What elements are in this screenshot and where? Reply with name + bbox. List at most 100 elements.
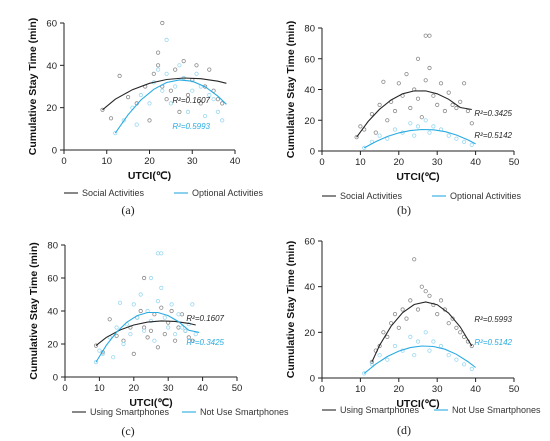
- legend-label: Optional Activities: [192, 188, 264, 198]
- legend-label: Not Use Smartphones: [200, 407, 289, 417]
- data-point: [203, 114, 208, 119]
- data-point: [186, 335, 191, 340]
- y-tick-label: 60: [47, 274, 58, 285]
- data-point: [185, 92, 191, 98]
- legend-label: Not Use Smartphones: [452, 405, 541, 415]
- fit-curve-2: [114, 79, 227, 134]
- data-point: [446, 133, 451, 138]
- r-squared-label-1: R²=0.1607: [172, 96, 210, 105]
- data-point: [156, 67, 161, 72]
- legend-label: Using Smartphones: [340, 405, 420, 415]
- data-point: [117, 73, 122, 79]
- data-point: [408, 334, 413, 339]
- data-point: [454, 136, 459, 141]
- data-point: [160, 88, 165, 93]
- data-point: [173, 331, 178, 337]
- r-squared-label-1: R²=0.3425: [474, 109, 512, 118]
- data-point: [461, 81, 467, 86]
- data-point: [134, 122, 139, 127]
- data-point: [198, 101, 203, 106]
- x-tick-label: 20: [394, 384, 405, 395]
- data-point: [373, 130, 378, 135]
- data-point: [408, 298, 413, 303]
- data-point: [164, 71, 169, 76]
- data-point: [461, 139, 467, 144]
- data-point: [111, 355, 116, 360]
- data-point: [193, 331, 198, 337]
- data-point: [431, 339, 436, 344]
- x-tick-label: 30: [163, 383, 174, 394]
- data-point: [442, 108, 447, 114]
- x-tick-label: 40: [470, 157, 481, 168]
- y-tick-label: 40: [304, 282, 315, 293]
- data-point: [151, 71, 156, 76]
- y-tick-label: 80: [304, 24, 315, 35]
- y-tick-label: 40: [47, 307, 58, 318]
- data-point: [147, 101, 152, 106]
- data-point: [392, 343, 398, 349]
- data-point: [142, 275, 147, 281]
- r-squared-label-1: R²=0.1607: [186, 314, 224, 323]
- data-point: [173, 84, 178, 89]
- data-point: [419, 284, 424, 289]
- data-point: [469, 142, 474, 147]
- x-tick-label: 40: [197, 383, 208, 394]
- data-point: [362, 145, 367, 150]
- data-point: [190, 302, 195, 307]
- r-squared-label-2: R²=0.5993: [172, 122, 210, 131]
- y-axis-title: Cumulative Stay Time (min): [28, 242, 40, 380]
- data-point: [362, 371, 367, 376]
- data-point: [145, 335, 150, 340]
- data-point: [369, 362, 374, 367]
- data-point: [215, 109, 220, 115]
- data-point: [354, 135, 359, 140]
- y-tick-label: 20: [47, 340, 58, 351]
- data-point: [385, 118, 390, 123]
- x-tick-label: 50: [232, 383, 243, 394]
- data-point: [408, 121, 413, 126]
- data-point: [190, 338, 195, 343]
- y-tick-label: 60: [46, 19, 57, 30]
- data-point: [427, 65, 432, 71]
- data-point: [156, 50, 161, 55]
- y-tick-label: 0: [310, 147, 315, 158]
- x-tick-label: 40: [230, 156, 241, 167]
- data-point: [392, 311, 398, 317]
- x-tick-label: 30: [432, 384, 443, 395]
- data-point: [185, 109, 191, 115]
- data-point: [220, 118, 225, 123]
- data-point: [385, 334, 390, 339]
- data-point: [404, 72, 409, 77]
- data-point: [415, 56, 421, 61]
- data-point: [446, 90, 451, 95]
- data-point: [435, 311, 440, 317]
- data-point: [419, 115, 424, 120]
- data-point: [121, 341, 126, 347]
- data-point: [377, 102, 382, 108]
- y-tick-label: 60: [304, 237, 315, 248]
- fit-curve-1: [371, 301, 473, 363]
- legend-label: Social Activities: [340, 191, 403, 201]
- x-tick-label: 0: [61, 156, 66, 167]
- data-point: [215, 97, 220, 102]
- data-point: [415, 124, 421, 129]
- data-point: [412, 133, 417, 138]
- y-tick-label: 40: [304, 85, 315, 96]
- data-point: [181, 58, 186, 64]
- x-tick-label: 30: [187, 156, 198, 167]
- data-point: [220, 101, 225, 106]
- data-point: [423, 118, 428, 123]
- fit-curve-1: [102, 77, 227, 111]
- data-point: [458, 99, 463, 104]
- legend-label: Optional Activities: [450, 191, 522, 201]
- data-point: [388, 321, 394, 326]
- x-tick-label: 10: [94, 383, 105, 394]
- data-point: [396, 81, 401, 86]
- fit-curve-2: [95, 311, 200, 363]
- data-point: [438, 81, 444, 86]
- legend-label: Social Activities: [82, 188, 145, 198]
- data-point: [423, 78, 428, 83]
- chart-panel-4: 0 10 20 30 40 50 0 20 40 60 UTCI(℃) Cumulative Stay…: [285, 237, 541, 438]
- data-point: [148, 318, 154, 323]
- data-point: [381, 79, 386, 84]
